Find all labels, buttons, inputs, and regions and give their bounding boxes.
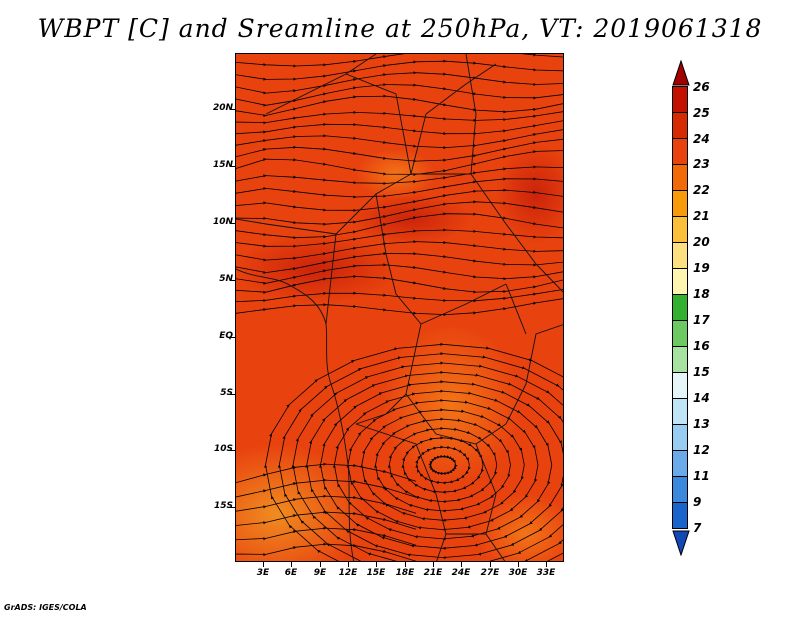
lat-label-5s: 5S bbox=[220, 388, 233, 398]
lon-label-24e: 24E bbox=[451, 568, 471, 578]
lon-tick bbox=[433, 562, 434, 567]
colorbar-label: 23 bbox=[693, 157, 710, 171]
colorbar-label: 7 bbox=[693, 521, 702, 535]
colorbar-label: 17 bbox=[693, 313, 710, 327]
colorbar-label: 13 bbox=[693, 417, 710, 431]
lat-label-5n: 5N bbox=[219, 274, 233, 284]
streamline bbox=[236, 110, 563, 125]
lat-label-10n: 10N bbox=[212, 217, 233, 227]
lon-tick bbox=[546, 562, 547, 567]
lat-label-15n: 15N bbox=[212, 160, 233, 170]
lat-tick bbox=[230, 507, 235, 508]
colorbar-swatch bbox=[672, 372, 688, 399]
colorbar-label: 24 bbox=[693, 132, 710, 146]
colorbar-label: 25 bbox=[693, 106, 710, 120]
lon-tick bbox=[518, 562, 519, 567]
colorbar-label: 18 bbox=[693, 287, 710, 301]
streamline bbox=[236, 94, 563, 118]
streamline bbox=[236, 120, 563, 136]
streamline bbox=[236, 59, 563, 81]
colorbar-bottom-triangle bbox=[672, 530, 690, 556]
colorbar-label: 20 bbox=[693, 235, 710, 249]
lat-tick bbox=[230, 109, 235, 110]
temperature-shading bbox=[236, 144, 563, 561]
colorbar-label: 22 bbox=[693, 183, 710, 197]
colorbar-swatch bbox=[672, 86, 688, 113]
lon-tick bbox=[348, 562, 349, 567]
colorbar-swatch bbox=[672, 242, 688, 269]
colorbar-swatch bbox=[672, 502, 688, 529]
lon-tick bbox=[490, 562, 491, 567]
lat-tick bbox=[230, 166, 235, 167]
streamline bbox=[236, 462, 417, 484]
streamline bbox=[236, 298, 563, 317]
colorbar-swatch bbox=[672, 138, 688, 165]
lat-tick bbox=[230, 450, 235, 451]
colorbar-top-triangle bbox=[672, 60, 690, 86]
colorbar-swatch bbox=[672, 320, 688, 347]
lon-tick bbox=[291, 562, 292, 567]
colorbar-swatch bbox=[672, 112, 688, 139]
grads-credit: GrADS: IGES/COLA bbox=[4, 603, 87, 612]
streamlines bbox=[236, 54, 563, 561]
figure-title: WBPT [C] and Sreamline at 250hPa, VT: 20… bbox=[37, 14, 763, 43]
streamline bbox=[236, 510, 417, 530]
lat-tick bbox=[230, 394, 235, 395]
streamline bbox=[236, 129, 563, 150]
lon-label-12e: 12E bbox=[338, 568, 358, 578]
streamline-map bbox=[235, 53, 564, 562]
lat-tick bbox=[230, 280, 235, 281]
colorbar-label: 12 bbox=[693, 443, 710, 457]
colorbar-swatch bbox=[672, 398, 688, 425]
lat-tick bbox=[230, 223, 235, 224]
colorbar-swatch bbox=[672, 450, 688, 477]
streamline bbox=[236, 494, 417, 514]
colorbar-swatch bbox=[672, 216, 688, 243]
lat-label-eq: EQ bbox=[219, 331, 233, 341]
lon-label-3e: 3E bbox=[256, 568, 270, 578]
lon-label-6e: 6E bbox=[284, 568, 298, 578]
lon-label-21e: 21E bbox=[423, 568, 443, 578]
lon-tick bbox=[263, 562, 264, 567]
lon-label-30e: 30E bbox=[508, 568, 528, 578]
colorbar-swatch bbox=[672, 424, 688, 451]
lon-tick bbox=[376, 562, 377, 567]
streamline bbox=[236, 54, 563, 68]
streamline bbox=[236, 83, 563, 107]
lon-label-27e: 27E bbox=[480, 568, 500, 578]
colorbar-label: 9 bbox=[693, 495, 702, 509]
colorbar-swatch bbox=[672, 346, 688, 373]
lon-label-9e: 9E bbox=[313, 568, 327, 578]
streamline bbox=[236, 526, 417, 546]
country-borders bbox=[236, 54, 563, 561]
colorbar-swatch bbox=[672, 164, 688, 191]
lon-label-18e: 18E bbox=[395, 568, 415, 578]
colorbar-label: 21 bbox=[693, 209, 710, 223]
lon-label-15e: 15E bbox=[366, 568, 386, 578]
lon-tick bbox=[405, 562, 406, 567]
lon-tick bbox=[461, 562, 462, 567]
lon-tick bbox=[320, 562, 321, 567]
colorbar-swatch bbox=[672, 294, 688, 321]
colorbar-swatch bbox=[672, 476, 688, 503]
streamline bbox=[236, 71, 563, 95]
streamline bbox=[236, 478, 417, 498]
streamline bbox=[236, 542, 417, 561]
lat-tick bbox=[230, 337, 235, 338]
colorbar-swatch bbox=[672, 268, 688, 295]
colorbar-label: 15 bbox=[693, 365, 710, 379]
colorbar-label: 11 bbox=[693, 469, 710, 483]
colorbar-swatch bbox=[672, 190, 688, 217]
lat-label-10s: 10S bbox=[213, 444, 233, 454]
lon-label-33e: 33E bbox=[536, 568, 556, 578]
lat-label-20n: 20N bbox=[212, 103, 233, 113]
colorbar-label: 26 bbox=[693, 80, 710, 94]
colorbar-label: 19 bbox=[693, 261, 710, 275]
colorbar-label: 14 bbox=[693, 391, 710, 405]
lat-label-15s: 15S bbox=[213, 501, 233, 511]
colorbar-label: 16 bbox=[693, 339, 710, 353]
